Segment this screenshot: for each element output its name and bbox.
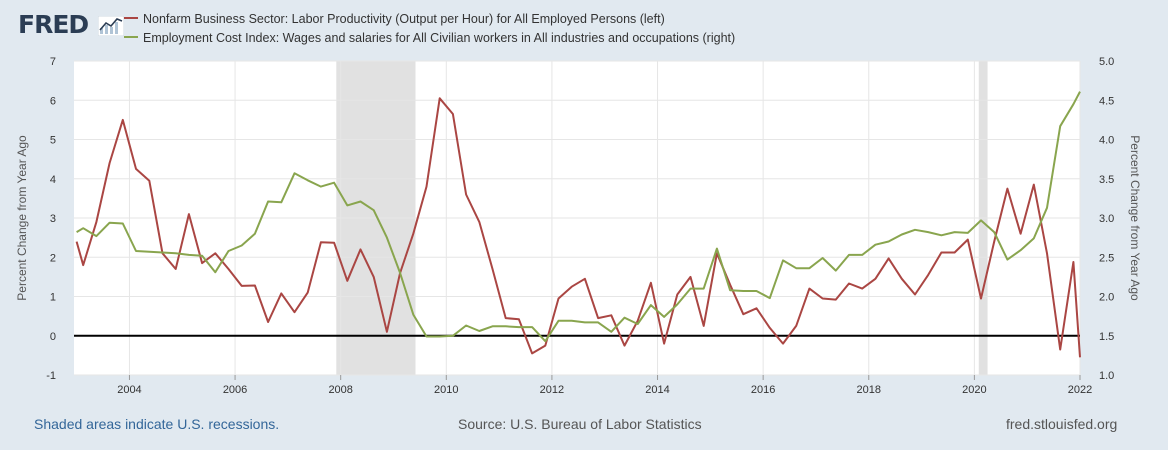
site-url[interactable]: fred.stlouisfed.org: [1006, 416, 1118, 432]
y-tick-label-right: 1.5: [1099, 331, 1114, 343]
y-tick-label-right: 4.5: [1099, 95, 1114, 107]
series-line-eci: [76, 91, 1081, 343]
recession-note: Shaded areas indicate U.S. recessions.: [34, 416, 280, 432]
x-tick-label: 2012: [540, 384, 564, 396]
legend-label: Employment Cost Index: Wages and salarie…: [143, 31, 736, 45]
y-tick-label-left: 1: [50, 292, 56, 304]
legend-swatch-red: [124, 16, 138, 19]
y-tick-label-left: 5: [50, 135, 56, 147]
x-tick-label: 2018: [857, 384, 881, 396]
x-tick-label: 2010: [434, 384, 458, 396]
y-tick-label-left: 0: [50, 331, 56, 343]
y-tick-label-left: -1: [46, 370, 56, 382]
y-axis-label-left: Percent Change from Year Ago: [15, 135, 29, 301]
y-tick-label-left: 2: [50, 252, 56, 264]
legend-item-productivity[interactable]: Nonfarm Business Sector: Labor Productiv…: [124, 12, 665, 26]
x-tick-label: 2004: [117, 384, 141, 396]
legend-item-eci[interactable]: Employment Cost Index: Wages and salarie…: [124, 31, 735, 45]
x-tick-label: 2014: [645, 384, 669, 396]
x-tick-label: 2022: [1068, 384, 1092, 396]
legend-label: Nonfarm Business Sector: Labor Productiv…: [143, 12, 665, 26]
x-tick-label: 2008: [328, 384, 352, 396]
y-tick-label-right: 5.0: [1099, 56, 1114, 68]
y-tick-label-left: 4: [50, 174, 56, 186]
series-line-productivity: [75, 97, 1081, 358]
y-tick-label-left: 7: [50, 56, 56, 68]
source-text: Source: U.S. Bureau of Labor Statistics: [458, 416, 702, 432]
x-tick-label: 2016: [751, 384, 775, 396]
legend-swatch-green: [124, 35, 138, 38]
x-tick-label: 2020: [962, 384, 986, 396]
y-tick-label-left: 6: [50, 95, 56, 107]
y-tick-label-right: 1.0: [1099, 370, 1114, 382]
y-tick-label-right: 3.0: [1099, 213, 1114, 225]
y-tick-label-right: 2.0: [1099, 292, 1114, 304]
fred-logo-text: FRED: [18, 10, 89, 39]
x-tick-label: 2006: [223, 384, 247, 396]
line-chart-icon: [98, 16, 124, 36]
y-tick-label-right: 2.5: [1099, 252, 1114, 264]
y-axis-label-right: Percent Change from Year Ago: [1128, 135, 1142, 301]
y-tick-label-right: 3.5: [1099, 174, 1114, 186]
y-tick-label-right: 4.0: [1099, 135, 1114, 147]
y-tick-label-left: 3: [50, 213, 56, 225]
